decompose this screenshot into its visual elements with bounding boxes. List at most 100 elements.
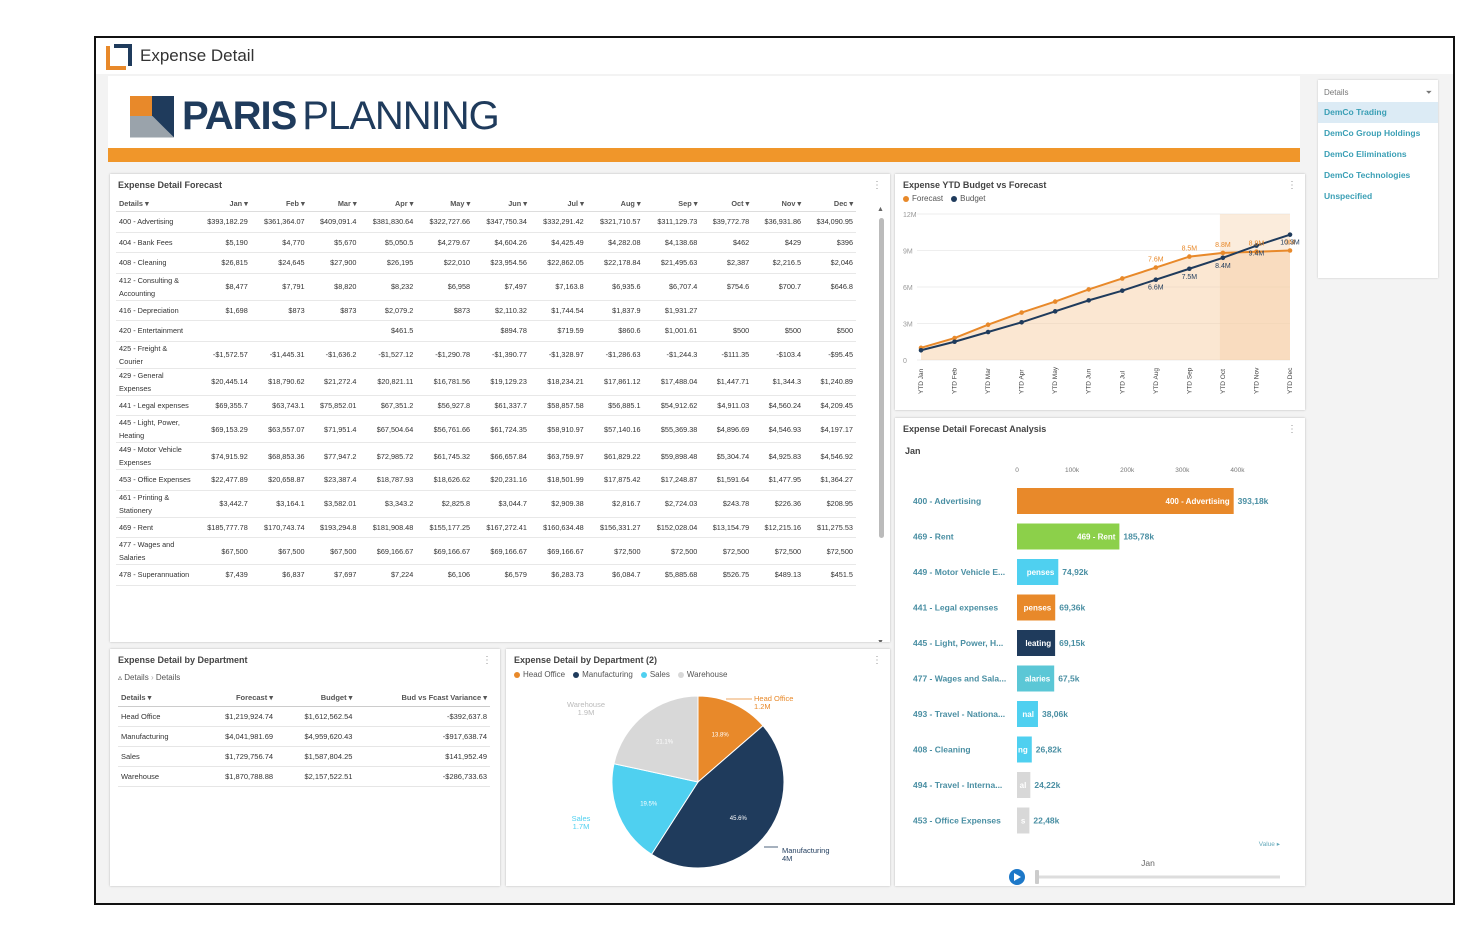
breadcrumb-up-icon[interactable]: ▵ — [118, 673, 123, 682]
breadcrumb-item[interactable]: Details — [124, 673, 149, 682]
bar[interactable] — [1017, 488, 1234, 514]
column-header[interactable]: Dec ▾ — [804, 196, 856, 212]
slicer-item[interactable]: DemCo Technologies — [1324, 170, 1411, 180]
column-header[interactable]: Jun ▾ — [473, 196, 530, 212]
data-point-forecast[interactable] — [952, 335, 957, 341]
data-point-forecast[interactable] — [1119, 276, 1125, 281]
data-point-forecast[interactable] — [1220, 250, 1226, 256]
table-cell: $429 — [752, 232, 805, 253]
data-point-forecast[interactable] — [1287, 248, 1293, 253]
table-cell: $6,106 — [416, 564, 474, 586]
table-cell: -$1,636.2 — [307, 341, 360, 369]
pie-slice-manufacturing[interactable] — [650, 724, 785, 869]
legend-item[interactable]: Sales — [640, 670, 670, 679]
bar[interactable] — [1017, 630, 1056, 656]
data-point-forecast[interactable] — [1086, 287, 1092, 292]
slicer-item[interactable]: Unspecified — [1324, 191, 1373, 201]
bar[interactable] — [1017, 701, 1038, 727]
data-point-budget[interactable] — [1220, 255, 1226, 261]
table-cell: -$1,527.12 — [359, 341, 417, 369]
legend-item[interactable]: Head Office — [514, 670, 565, 679]
data-point-budget[interactable] — [1153, 277, 1159, 282]
table-cell: $719.59 — [529, 320, 587, 342]
column-header[interactable]: Details ▾ — [116, 196, 194, 212]
bar[interactable] — [1017, 559, 1059, 585]
bar-inner-label: alaries — [1025, 675, 1051, 684]
brand-logo: PARIS PLANNING — [130, 94, 500, 139]
data-point-forecast[interactable] — [1052, 299, 1058, 304]
column-header[interactable]: Jan ▾ — [194, 196, 251, 212]
data-label: 8.5M — [1182, 246, 1198, 253]
legend-item[interactable]: Manufacturing — [573, 670, 633, 679]
play-slider-handle[interactable] — [1035, 870, 1039, 884]
table-cell: $56,885.1 — [586, 395, 644, 416]
legend-item-forecast[interactable]: Forecast — [903, 194, 943, 203]
column-header[interactable]: Apr ▾ — [359, 196, 417, 212]
bar[interactable] — [1017, 736, 1032, 763]
pie-slice-sales[interactable] — [611, 763, 699, 856]
data-point-forecast[interactable] — [1019, 310, 1024, 315]
scroll-up-icon[interactable]: ▲ — [877, 206, 884, 213]
column-header[interactable]: Jul ▾ — [529, 196, 587, 212]
play-icon[interactable] — [1014, 873, 1021, 881]
column-header[interactable]: Forecast ▾ — [196, 689, 277, 707]
bar[interactable] — [1017, 665, 1055, 692]
bar[interactable] — [1017, 594, 1056, 621]
data-point-forecast[interactable] — [1153, 265, 1159, 270]
column-header[interactable]: May ▾ — [416, 196, 474, 212]
bar[interactable] — [1017, 523, 1120, 550]
column-header[interactable]: Sep ▾ — [643, 196, 701, 212]
data-point-budget[interactable] — [1086, 298, 1092, 303]
data-point-budget[interactable] — [1119, 288, 1125, 293]
data-point-budget[interactable] — [1187, 266, 1192, 272]
row-label: 445 - Light, Power, Heating — [116, 415, 194, 443]
slice-percent-label: 13.8% — [712, 732, 730, 738]
data-point-budget[interactable] — [1019, 319, 1024, 325]
table-scrollbar[interactable]: ▲ ▼ — [877, 206, 884, 642]
data-point-forecast[interactable] — [1254, 249, 1259, 255]
data-point-budget[interactable] — [1287, 232, 1293, 237]
column-header[interactable]: Feb ▾ — [250, 196, 308, 212]
column-header[interactable]: Details ▾ — [118, 689, 197, 707]
scrollbar-thumb[interactable] — [879, 218, 884, 538]
data-point-forecast[interactable] — [1187, 254, 1192, 259]
column-header[interactable]: Mar ▾ — [307, 196, 360, 212]
table-cell: $3,582.01 — [307, 490, 360, 518]
legend-item[interactable]: Warehouse — [677, 670, 727, 679]
slice-value-label: 1.2M — [754, 702, 771, 711]
column-header[interactable]: Oct ▾ — [700, 196, 753, 212]
panel-menu-icon[interactable]: ⋮ — [482, 655, 492, 666]
column-header[interactable]: Aug ▾ — [586, 196, 644, 212]
table-cell: $526.75 — [700, 564, 753, 586]
slice-name-label: Manufacturing — [782, 846, 830, 855]
panel-menu-icon[interactable]: ⋮ — [1287, 180, 1297, 191]
data-point-budget[interactable] — [985, 329, 991, 335]
bar[interactable] — [1017, 772, 1031, 798]
table-cell: $4,279.67 — [416, 232, 474, 253]
scroll-down-icon[interactable]: ▼ — [877, 639, 884, 642]
data-point-forecast[interactable] — [985, 322, 991, 328]
column-header[interactable]: Nov ▾ — [752, 196, 805, 212]
data-point-budget[interactable] — [952, 339, 957, 345]
breadcrumb-item[interactable]: Details — [155, 673, 181, 682]
slicer-item[interactable]: DemCo Group Holdings — [1324, 128, 1421, 138]
panel-menu-icon[interactable]: ⋮ — [872, 180, 882, 191]
panel-menu-icon[interactable]: ⋮ — [1287, 424, 1297, 435]
panel-menu-icon[interactable]: ⋮ — [872, 655, 882, 666]
column-header[interactable]: Bud vs Fcast Variance ▾ — [355, 689, 490, 707]
table-cell: $1,729,756.74 — [196, 746, 277, 767]
table-cell: $156,331.27 — [586, 517, 644, 538]
table-row: 453 - Office Expenses $22,477.89 $20,658.8… — [116, 469, 856, 491]
slicer-item[interactable]: DemCo Eliminations — [1324, 149, 1407, 159]
x-tick-label: 0 — [1015, 467, 1019, 474]
slicer-item[interactable]: DemCo Trading — [1318, 102, 1438, 123]
data-point-budget[interactable] — [1254, 243, 1259, 248]
pie-slice-head-office[interactable] — [697, 695, 764, 784]
legend-item-budget[interactable]: Budget — [951, 194, 985, 203]
pie-slice-warehouse[interactable] — [613, 695, 699, 783]
data-point-budget[interactable] — [1052, 309, 1058, 314]
column-header[interactable]: Budget ▾ — [276, 689, 356, 707]
bar[interactable] — [1017, 807, 1030, 834]
filter-clear-icon[interactable]: ⏷ — [1425, 88, 1432, 97]
data-point-budget[interactable] — [918, 347, 924, 353]
